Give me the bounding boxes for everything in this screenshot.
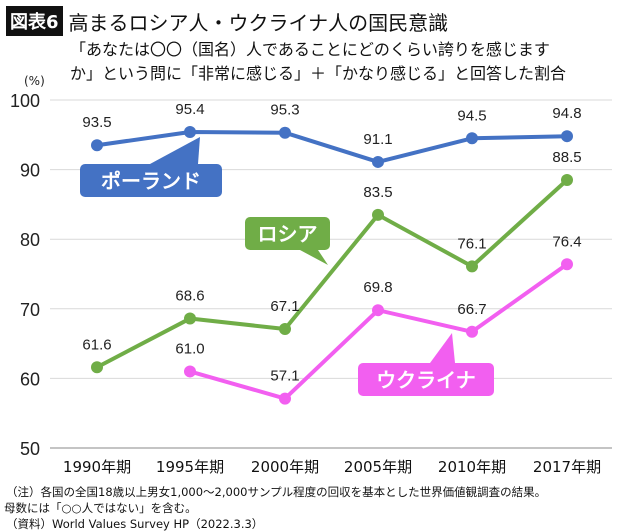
data-label: 67.1: [270, 298, 299, 315]
legend-label: ポーランド: [101, 169, 201, 193]
legend-pointer: [150, 137, 200, 164]
y-tick-label: 100: [10, 91, 40, 111]
data-label: 76.1: [457, 235, 486, 252]
legend-box: [358, 363, 494, 396]
legend-pointer: [300, 250, 328, 265]
x-tick-label: 1990年期: [63, 458, 131, 476]
x-tick-label: 2017年期: [533, 458, 601, 476]
series-line-0: [96, 130, 568, 164]
data-label: 61.6: [82, 336, 111, 353]
data-point: [91, 361, 103, 374]
data-point: [466, 260, 478, 273]
data-point: [279, 322, 291, 335]
y-tick-label: 90: [20, 161, 40, 181]
chart-title: 高まるロシア人・ウクライナ人の国民意識: [68, 10, 449, 35]
legend-box: [245, 217, 330, 250]
data-label: 94.5: [457, 107, 486, 124]
data-label: 61.0: [175, 340, 204, 357]
data-label: 95.4: [175, 101, 204, 118]
figure-badge: 図表6: [6, 6, 63, 36]
data-point: [279, 126, 291, 139]
data-point: [561, 130, 573, 143]
y-tick-label: 50: [20, 439, 40, 459]
data-point: [466, 325, 478, 338]
data-point: [91, 139, 103, 152]
data-label: 57.1: [270, 368, 299, 385]
y-tick-label: 60: [20, 369, 40, 389]
legend-label: ウクライナ: [376, 368, 476, 392]
series-line-1: [96, 178, 569, 370]
data-label: 83.5: [363, 184, 392, 201]
x-tick-label: 2000年期: [251, 458, 319, 476]
title-row: 図表6 高まるロシア人・ウクライナ人の国民意識: [6, 6, 448, 36]
data-label: 88.5: [552, 149, 581, 166]
chart-subtitle: 「あなたは〇〇（国名）人であることにどのくらい誇りを感じます か」という問に「非…: [70, 38, 566, 86]
data-point: [184, 312, 196, 325]
note-line: 母数には「○○人ではない」を含む。: [4, 501, 197, 515]
y-tick-label: 80: [20, 230, 40, 250]
legend-box: [80, 164, 222, 197]
data-label: 76.4: [552, 233, 581, 250]
data-point: [184, 365, 196, 378]
subtitle-line: 「あなたは〇〇（国名）人であることにどのくらい誇りを感じます: [70, 40, 550, 59]
x-tick-label: 1995年期: [156, 458, 224, 476]
data-point: [561, 174, 573, 187]
data-label: 91.1: [363, 131, 392, 148]
x-tick-label: 2005年期: [344, 458, 412, 476]
data-label: 95.3: [270, 102, 299, 119]
data-label: 93.5: [82, 114, 111, 131]
source-line: （資料）World Values Survey HP（2022.3.3）: [6, 517, 264, 531]
notes: （注）各国の全国18歳以上男女1,000～2,000サンプル程度の回収を基本とし…: [4, 484, 547, 532]
data-point: [279, 392, 291, 405]
data-label: 69.8: [363, 279, 392, 296]
data-point: [372, 155, 384, 168]
y-axis-unit: (%): [24, 74, 45, 88]
legend-label: ロシア: [258, 222, 318, 246]
note-line: （注）各国の全国18歳以上男女1,000～2,000サンプル程度の回収を基本とし…: [6, 485, 547, 499]
legend-pointer: [430, 333, 455, 363]
data-label: 66.7: [457, 301, 486, 318]
data-point: [372, 304, 384, 317]
data-point: [372, 208, 384, 221]
y-tick-label: 70: [20, 300, 40, 320]
subtitle-line: か」という問に「非常に感じる」＋「かなり感じる」と回答した割合: [70, 64, 567, 83]
x-tick-label: 2010年期: [438, 458, 506, 476]
data-point: [561, 258, 573, 271]
data-point: [184, 126, 196, 139]
data-label: 68.6: [175, 288, 204, 305]
data-label: 94.8: [552, 105, 581, 122]
data-point: [466, 132, 478, 145]
